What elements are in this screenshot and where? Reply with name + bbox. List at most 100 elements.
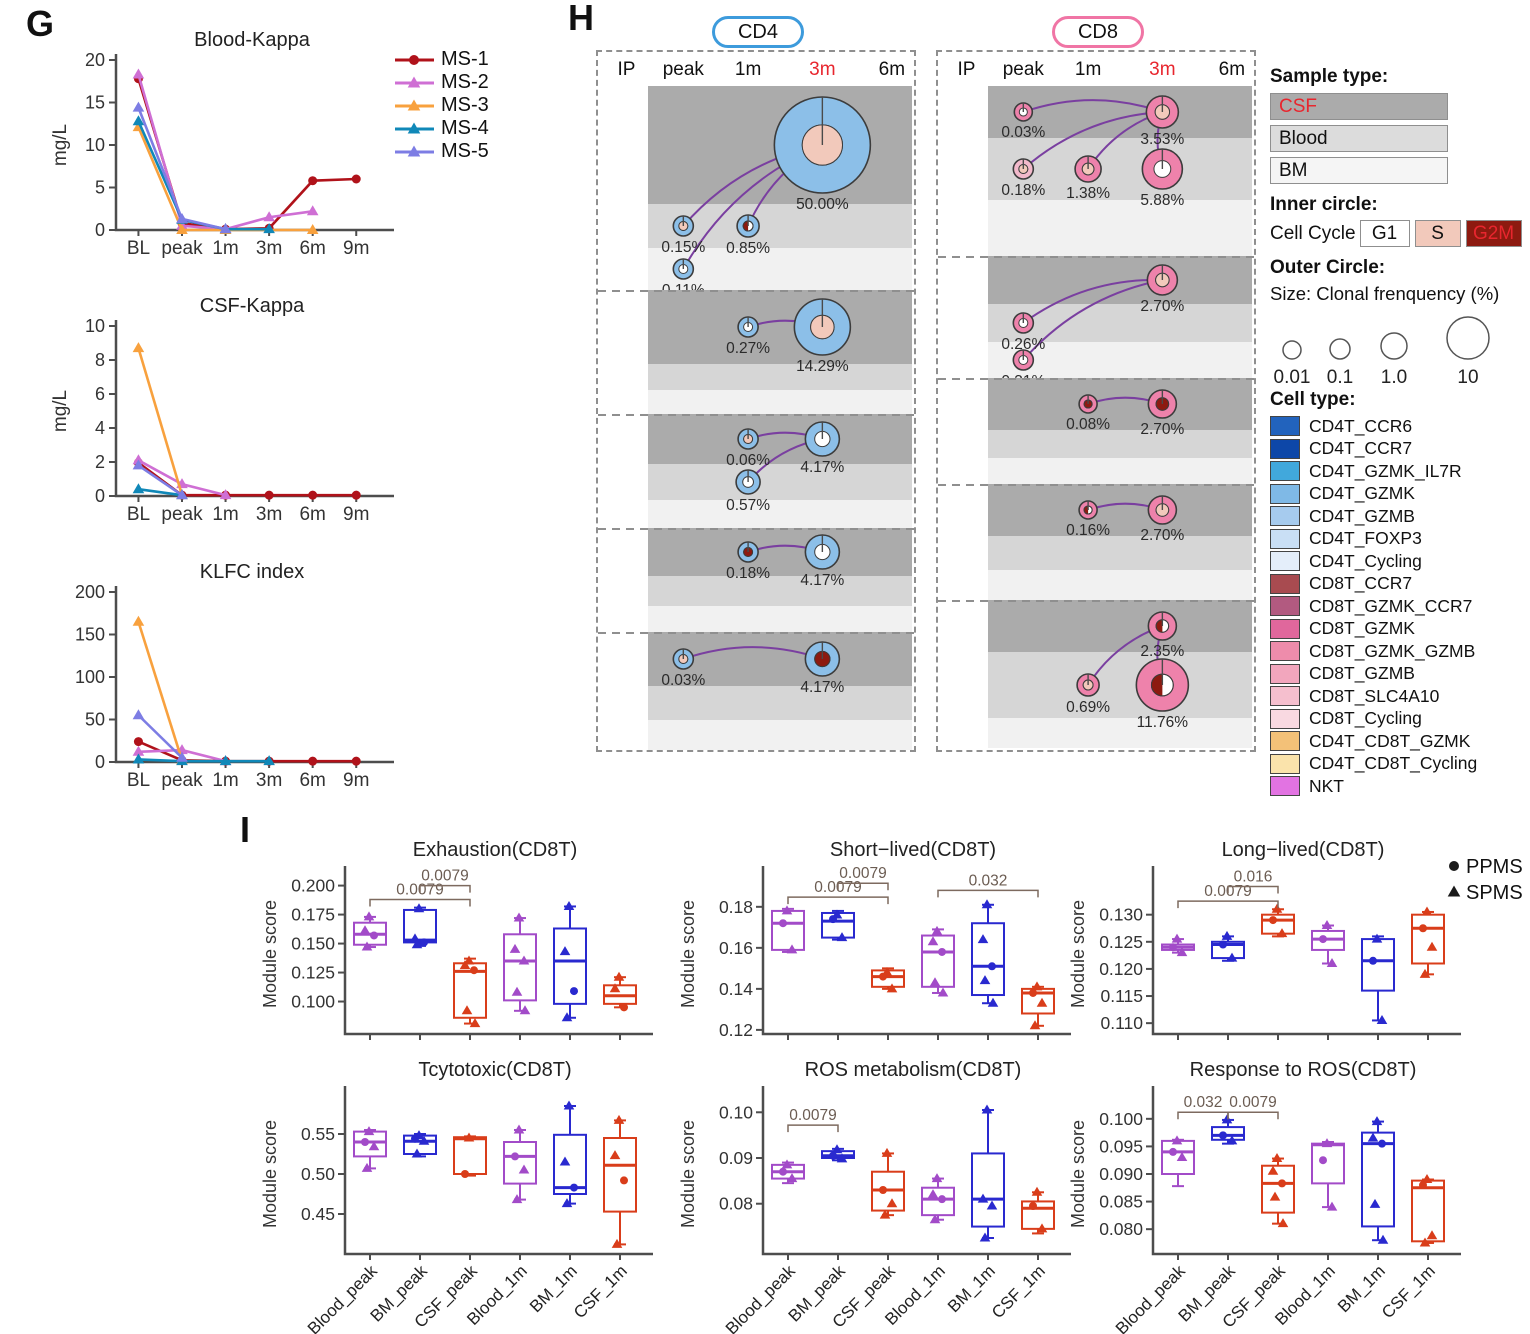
svg-text:0.45: 0.45 bbox=[301, 1204, 335, 1224]
svg-text:10: 10 bbox=[85, 316, 105, 336]
svg-text:Tcytotoxic(CD8T): Tcytotoxic(CD8T) bbox=[418, 1059, 571, 1081]
cell-type-label: CD4T_CD8T_GZMK bbox=[1309, 730, 1471, 751]
cell-cycle-row: Cell Cycle G1 S G2M bbox=[1270, 220, 1530, 247]
cell-type-cd8t_gzmk_ccr7: CD8T_GZMK_CCR7 bbox=[1270, 595, 1530, 618]
svg-text:0.08: 0.08 bbox=[719, 1194, 753, 1214]
cell-type-cd8t_cycling: CD8T_Cycling bbox=[1270, 708, 1530, 731]
svg-text:100: 100 bbox=[75, 667, 105, 687]
cell-cycle-g1: G1 bbox=[1359, 220, 1410, 247]
cell-type-label: CD4T_FOXP3 bbox=[1309, 528, 1422, 549]
cell-type-cd4t_cd8t_gzmk: CD4T_CD8T_GZMK bbox=[1270, 730, 1530, 753]
cell-type-swatch bbox=[1270, 573, 1300, 594]
cell-type-label: CD8T_GZMK_CCR7 bbox=[1309, 595, 1473, 616]
legend-item-ms-5: MS-5 bbox=[394, 140, 489, 163]
cell-type-label: CD8T_GZMK_GZMB bbox=[1309, 640, 1476, 661]
clone-group-3: 0.06% 4.17% 0.57% bbox=[598, 414, 914, 528]
svg-text:Blood_peak: Blood_peak bbox=[1112, 1261, 1189, 1334]
clone-group-1: 50.00% 0.15% 0.85% 0.11% bbox=[648, 86, 912, 290]
svg-text:Module score: Module score bbox=[678, 900, 698, 1008]
svg-text:9m: 9m bbox=[343, 504, 369, 525]
svg-text:2: 2 bbox=[95, 452, 105, 472]
svg-text:3m: 3m bbox=[256, 238, 282, 259]
column-label-6m: 6m bbox=[1218, 59, 1246, 80]
svg-text:3m: 3m bbox=[256, 770, 282, 791]
svg-text:6: 6 bbox=[95, 384, 105, 404]
svg-text:0.27%: 0.27% bbox=[726, 340, 770, 357]
svg-text:Module score: Module score bbox=[678, 1120, 698, 1228]
svg-text:0.16: 0.16 bbox=[719, 938, 753, 958]
column-header-row: IP peak 1m 3m 6m bbox=[938, 52, 1254, 86]
svg-text:5.88%: 5.88% bbox=[1140, 192, 1184, 209]
cd8-tracking-panel: IP peak 1m 3m 6m 0.03% 3.53% 0.18% 1.38% 5.88% 2.7… bbox=[936, 50, 1256, 752]
legend-label: MS-1 bbox=[441, 48, 489, 70]
legend-label: MS-3 bbox=[441, 94, 489, 116]
svg-text:0: 0 bbox=[95, 220, 105, 240]
svg-text:0.31%: 0.31% bbox=[1001, 373, 1045, 378]
svg-text:4.17%: 4.17% bbox=[800, 679, 844, 696]
panel-i-label: I bbox=[240, 809, 251, 850]
svg-text:Module score: Module score bbox=[1068, 1120, 1088, 1228]
cell-type-swatch bbox=[1270, 663, 1300, 684]
svg-text:0.080: 0.080 bbox=[1099, 1219, 1143, 1239]
svg-text:PPMS: PPMS bbox=[1466, 856, 1523, 878]
cell-type-swatch bbox=[1270, 483, 1300, 504]
cell-type-label: CD4T_GZMK bbox=[1309, 483, 1415, 504]
svg-text:1m: 1m bbox=[212, 504, 238, 525]
svg-text:1.38%: 1.38% bbox=[1066, 185, 1110, 202]
svg-text:0.50: 0.50 bbox=[301, 1164, 335, 1184]
ppms-spms-legend: PPMS SPMS bbox=[1447, 856, 1523, 904]
svg-text:4.17%: 4.17% bbox=[800, 572, 844, 589]
svg-text:mg/L: mg/L bbox=[50, 390, 71, 432]
svg-text:6m: 6m bbox=[299, 238, 325, 259]
legend-item-ms-1: MS-1 bbox=[394, 48, 489, 71]
cell-type-title: Cell type: bbox=[1270, 389, 1356, 410]
svg-text:0.03%: 0.03% bbox=[661, 672, 705, 689]
svg-text:Module score: Module score bbox=[1068, 900, 1088, 1008]
svg-text:0.200: 0.200 bbox=[291, 876, 335, 896]
clone-group-4: 0.16% 2.70% bbox=[938, 484, 1254, 600]
cell-cycle-swatches: G1 S G2M bbox=[1359, 220, 1527, 247]
panel-h-label: H bbox=[568, 0, 594, 38]
cell-type-swatch bbox=[1270, 506, 1300, 527]
ms-series-legend: MS-1 MS-2 MS-3 MS-4 MS-5 bbox=[394, 48, 489, 163]
svg-text:15: 15 bbox=[85, 93, 105, 113]
legend-item-ms-2: MS-2 bbox=[394, 71, 489, 94]
cell-type-cd4t_ccr7: CD4T_CCR7 bbox=[1270, 438, 1530, 461]
svg-text:0.26%: 0.26% bbox=[1001, 336, 1045, 353]
svg-text:0.032: 0.032 bbox=[1184, 1094, 1223, 1111]
cell-type-swatch bbox=[1270, 753, 1300, 774]
outer-circle-title: Outer Circle: bbox=[1270, 257, 1386, 278]
legend-item-ms-4: MS-4 bbox=[394, 117, 489, 140]
cell-type-cd4t_gzmk_il7r: CD4T_GZMK_IL7R bbox=[1270, 460, 1530, 483]
svg-text:0: 0 bbox=[95, 752, 105, 772]
svg-text:CSF_1m: CSF_1m bbox=[570, 1261, 631, 1322]
svg-text:50: 50 bbox=[85, 710, 105, 730]
cell-type-cd4t_foxp3: CD4T_FOXP3 bbox=[1270, 528, 1530, 551]
svg-text:4: 4 bbox=[95, 418, 105, 438]
svg-text:0.110: 0.110 bbox=[1101, 1013, 1144, 1033]
cell-type-swatch bbox=[1270, 618, 1300, 639]
cell-type-cd8t_slc4a10: CD8T_SLC4A10 bbox=[1270, 685, 1530, 708]
svg-text:1m: 1m bbox=[212, 238, 238, 259]
column-label-peak: peak bbox=[1002, 59, 1044, 80]
svg-text:0.09: 0.09 bbox=[719, 1148, 753, 1168]
cell-cycle-s: S bbox=[1414, 220, 1461, 247]
cell-type-swatch bbox=[1270, 731, 1300, 752]
svg-text:20: 20 bbox=[85, 50, 105, 70]
cell-type-legend: CD4T_CCR6 CD4T_CCR7 CD4T_GZMK_IL7R CD4T_GZM… bbox=[1270, 415, 1530, 798]
svg-text:1.0: 1.0 bbox=[1381, 367, 1407, 387]
cd4-pill: CD4 bbox=[712, 16, 804, 48]
svg-text:Module score: Module score bbox=[260, 900, 280, 1008]
svg-text:Long−lived(CD8T): Long−lived(CD8T) bbox=[1222, 839, 1385, 861]
svg-text:0.0079: 0.0079 bbox=[789, 1107, 836, 1124]
svg-text:BL: BL bbox=[127, 770, 150, 791]
svg-text:0.016: 0.016 bbox=[1234, 868, 1273, 885]
cd4-tracking-panel: IP peak 1m 3m 6m 50.00% 0.15% 0.85% 0.11% 0.27% 14… bbox=[596, 50, 916, 752]
cell-type-label: CD4T_CD8T_Cycling bbox=[1309, 753, 1478, 774]
svg-text:0.18%: 0.18% bbox=[1001, 182, 1045, 199]
svg-text:Short−lived(CD8T): Short−lived(CD8T) bbox=[830, 839, 996, 861]
svg-text:Exhaustion(CD8T): Exhaustion(CD8T) bbox=[413, 839, 578, 861]
clone-group-2: 0.27% 14.29% bbox=[598, 290, 914, 414]
svg-text:0.150: 0.150 bbox=[291, 934, 335, 954]
